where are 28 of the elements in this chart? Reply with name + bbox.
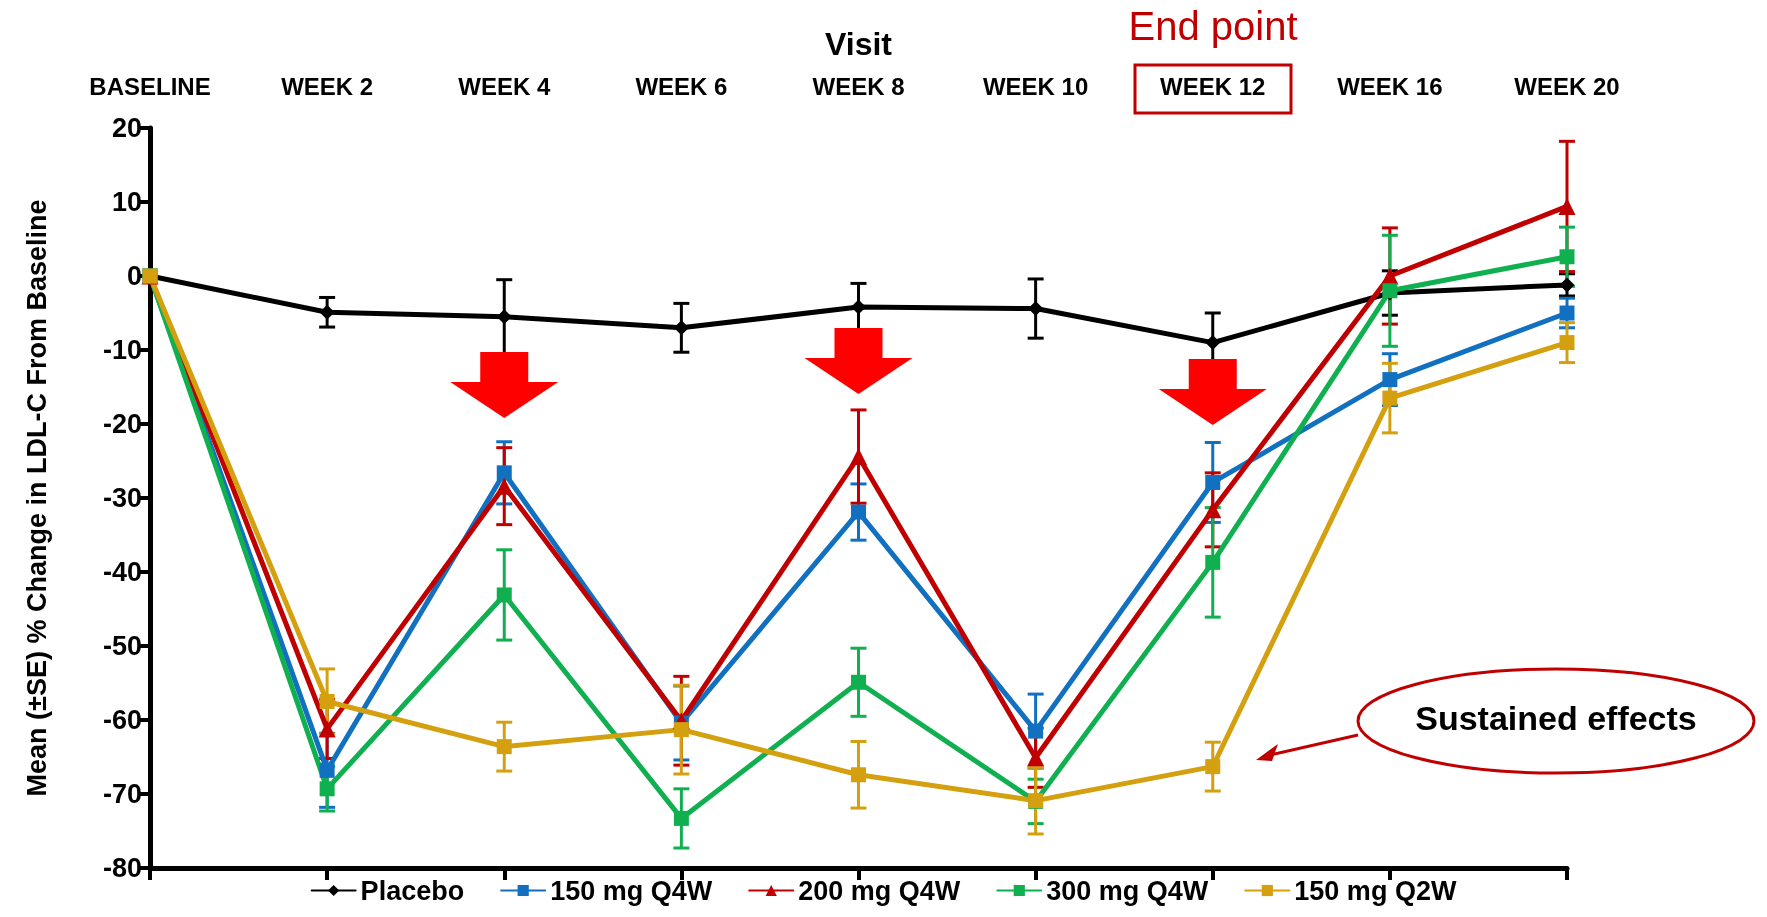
y-tick-label: 20 — [111, 113, 142, 143]
text: End point — [1127, 4, 1299, 49]
y-tick-label: -70 — [102, 779, 142, 809]
x-tick-label: WEEK 16 — [1337, 72, 1443, 100]
y-tick-label: 10 — [111, 187, 142, 217]
y-tick-label: -30 — [102, 483, 142, 513]
x-tick-label: WEEK 4 — [458, 72, 551, 100]
x-tick-label: WEEK 2 — [281, 72, 374, 100]
y-tick-label: -40 — [102, 557, 142, 587]
y-tick-label: -60 — [102, 705, 142, 735]
legend-label: 300 mg Q4W — [1046, 875, 1209, 906]
legend-label: 200 mg Q4W — [798, 875, 961, 906]
x-axis-title: Visit — [825, 26, 893, 62]
y-axis-title: Mean (±SE) % Change in LDL-C From Baseline — [21, 199, 52, 797]
y-tick-label: -80 — [102, 853, 142, 883]
x-tick-label: WEEK 20 — [1514, 72, 1620, 100]
legend-label: 150 mg Q2W — [1294, 875, 1457, 906]
x-tick-label: WEEK 10 — [982, 72, 1089, 100]
x-tick-label: WEEK 12 — [1160, 72, 1266, 100]
x-tick-label: BASELINE — [89, 72, 211, 100]
x-tick-label: WEEK 8 — [812, 72, 905, 100]
legend-label: 150 mg Q4W — [550, 875, 713, 906]
legend-label: Placebo — [360, 875, 465, 906]
y-tick-label: -20 — [102, 409, 142, 439]
annotation: Sustained effects — [1414, 699, 1698, 738]
y-tick-label: -50 — [102, 631, 142, 661]
x-tick-label: WEEK 6 — [635, 72, 728, 100]
y-tick-label: -10 — [102, 335, 142, 365]
